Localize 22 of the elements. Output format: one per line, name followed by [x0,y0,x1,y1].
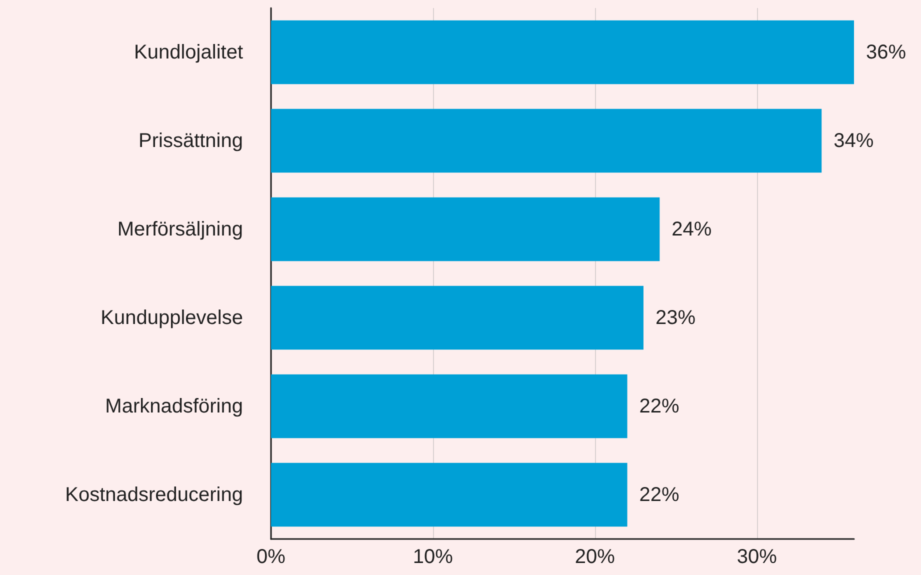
y-tick-label: Marknadsföring [105,395,243,418]
bar [271,374,628,438]
data-label: 36% [866,41,906,64]
data-label: 22% [639,484,680,506]
bar [271,108,822,173]
y-tick-label: Merförsäljning [117,218,243,240]
data-label: 22% [639,395,680,418]
y-tick-label: Prissättning [138,130,243,152]
data-label: 24% [672,218,712,240]
data-label: 23% [655,306,696,329]
x-tick-label: 0% [256,546,286,568]
y-tick-label: Kundlojalitet [134,41,244,64]
data-label: 34% [834,130,874,152]
y-tick-label: Kostnadsreducering [65,484,243,506]
x-tick-label: 30% [736,546,778,568]
x-tick-label: 10% [412,546,454,568]
bar [271,20,854,84]
y-tick-label: Kundupplevelse [100,306,243,329]
bar [271,286,644,350]
x-tick-label: 20% [574,546,616,568]
bar [271,197,660,262]
bar [271,462,628,527]
